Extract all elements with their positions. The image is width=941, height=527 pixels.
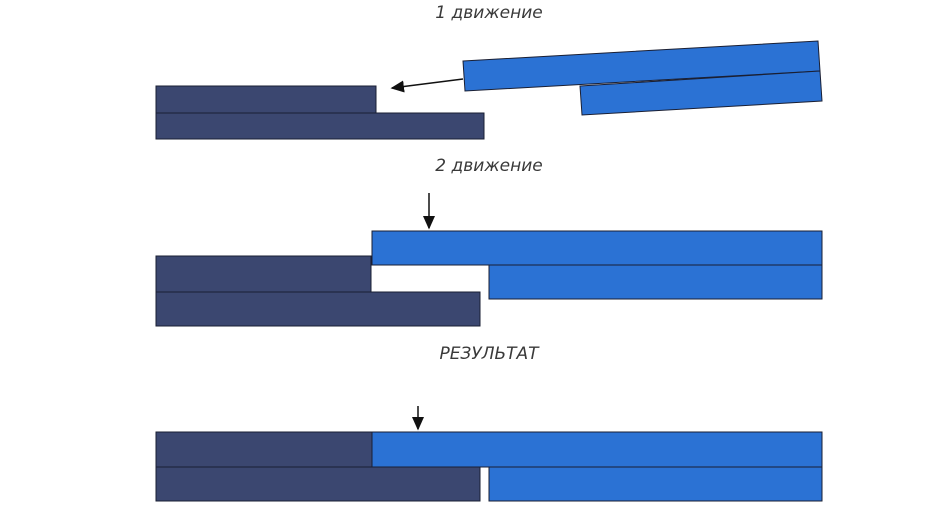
step1-light-board-bottom <box>579 70 823 116</box>
result-light-board-top <box>371 431 823 468</box>
step2-group <box>155 193 823 327</box>
result-light-board-bottom <box>488 466 823 502</box>
step2-label: 2 движение <box>435 156 543 176</box>
step2-dark-board-bottom <box>155 291 481 327</box>
result-label: РЕЗУЛЬТАТ <box>439 344 539 364</box>
step1-group <box>155 40 823 140</box>
step2-light-board-top <box>371 230 823 266</box>
step1-dark-board-top <box>155 85 377 114</box>
step2-light-board-bottom <box>488 264 823 300</box>
result-dark-board-bottom <box>155 466 481 502</box>
step2-dark-board-top <box>155 255 372 293</box>
step1-label: 1 движение <box>435 3 543 23</box>
step1-dark-board-bottom <box>155 112 485 140</box>
result-group <box>155 406 823 502</box>
result-dark-board-top <box>155 431 373 468</box>
step1-arrow <box>390 78 464 93</box>
